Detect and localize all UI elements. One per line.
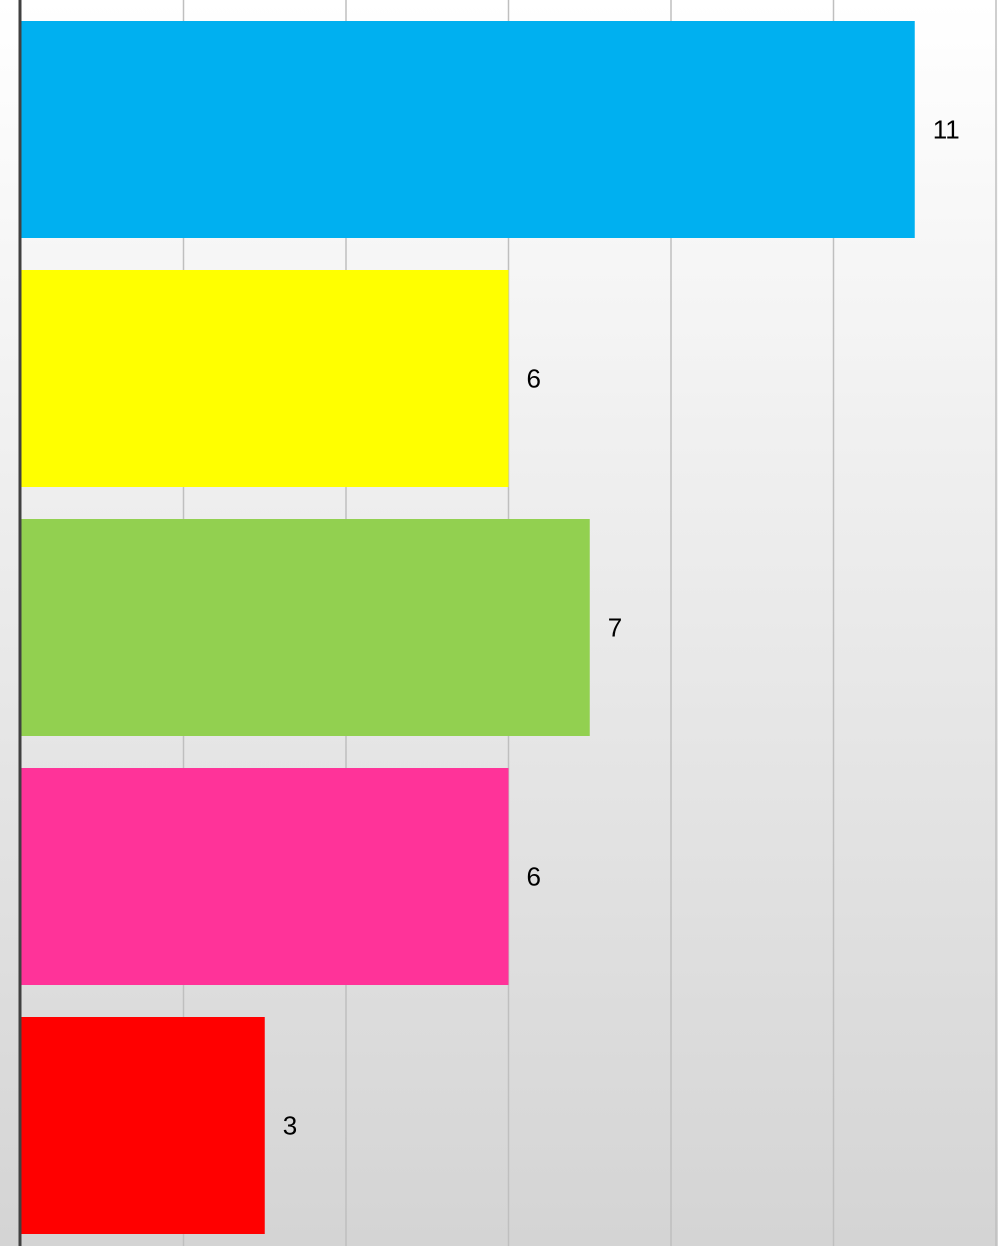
data-label: 6	[527, 861, 541, 891]
bar	[21, 768, 509, 985]
bar	[21, 21, 915, 238]
data-label: 3	[283, 1110, 297, 1140]
data-label: 11	[933, 114, 960, 144]
data-label: 6	[527, 363, 541, 393]
bar	[21, 1017, 265, 1234]
bar	[21, 519, 590, 736]
data-label: 7	[608, 612, 622, 642]
bar	[21, 270, 509, 487]
